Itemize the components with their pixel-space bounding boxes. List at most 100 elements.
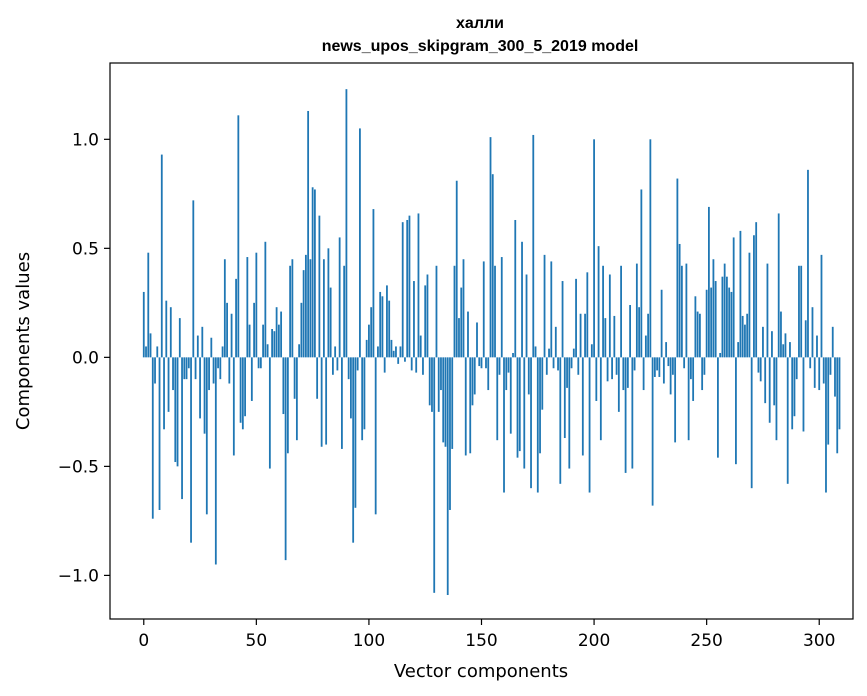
bar-79 — [320, 357, 323, 447]
bar-51 — [257, 357, 260, 369]
bar-188 — [566, 357, 568, 388]
bar-145 — [469, 357, 472, 454]
bar-285 — [784, 333, 787, 358]
bar-296 — [809, 357, 812, 369]
bar-291 — [798, 265, 800, 358]
bar-108 — [386, 285, 388, 358]
bar-153 — [487, 357, 490, 391]
bar-228 — [656, 357, 659, 371]
bar-120 — [413, 281, 415, 358]
bar-148 — [476, 322, 478, 358]
chart-subtitle: news_upos_skipgram_300_5_2019 model — [322, 38, 639, 55]
bar-14 — [174, 357, 177, 463]
bar-241 — [685, 263, 688, 358]
bar-1 — [145, 346, 147, 358]
bar-282 — [777, 213, 780, 358]
bar-160 — [503, 357, 505, 493]
bar-258 — [723, 263, 726, 358]
bar-111 — [392, 350, 395, 358]
bar-35 — [221, 346, 224, 358]
bar-135 — [446, 357, 449, 596]
bar-266 — [741, 315, 744, 358]
bar-195 — [581, 357, 584, 456]
bar-129 — [433, 357, 436, 593]
bar-69 — [298, 344, 301, 358]
bar-180 — [548, 348, 550, 358]
bar-11 — [167, 357, 170, 412]
bar-219 — [635, 263, 638, 358]
bar-250 — [705, 289, 708, 358]
bar-190 — [570, 357, 573, 369]
bar-300 — [818, 357, 821, 391]
bar-4 — [151, 357, 154, 519]
bar-232 — [665, 342, 668, 358]
bar-150 — [480, 357, 483, 369]
bar-40 — [232, 357, 235, 456]
bar-186 — [561, 281, 564, 358]
bar-34 — [219, 357, 222, 380]
bar-306 — [831, 326, 834, 358]
bar-26 — [201, 326, 204, 358]
bar-158 — [498, 357, 501, 375]
bar-59 — [275, 307, 278, 358]
bar-87 — [338, 237, 341, 358]
bar-257 — [721, 276, 724, 358]
bar-90 — [345, 89, 348, 358]
bar-238 — [678, 243, 681, 358]
bar-52 — [259, 357, 262, 369]
bar-17 — [181, 357, 183, 500]
bar-279 — [771, 331, 773, 358]
bar-50 — [255, 252, 258, 358]
bar-75 — [311, 187, 314, 358]
bar-8 — [160, 154, 163, 358]
bar-82 — [327, 248, 330, 358]
bar-249 — [703, 357, 706, 375]
bar-235 — [671, 357, 674, 375]
bar-77 — [316, 357, 319, 399]
bar-164 — [512, 352, 514, 358]
bar-132 — [440, 357, 442, 391]
bar-280 — [773, 357, 776, 406]
bar-130 — [435, 265, 438, 358]
bar-242 — [687, 357, 690, 441]
bar-278 — [768, 357, 771, 423]
bar-273 — [757, 357, 760, 373]
bar-6 — [156, 346, 159, 358]
plot-frame — [109, 62, 854, 620]
bar-234 — [669, 357, 672, 395]
bar-265 — [739, 230, 742, 358]
bar-199 — [590, 344, 593, 358]
bar-256 — [719, 352, 722, 358]
bar-107 — [383, 357, 386, 373]
bar-31 — [212, 357, 215, 384]
bar-112 — [395, 346, 397, 358]
bar-255 — [717, 357, 719, 458]
bar-142 — [462, 259, 465, 358]
bar-217 — [631, 357, 634, 469]
bar-304 — [827, 357, 830, 445]
bar-166 — [516, 357, 519, 458]
bar-117 — [406, 219, 409, 358]
bar-54 — [264, 241, 267, 358]
bar-247 — [699, 313, 701, 358]
bar-215 — [626, 357, 629, 388]
bar-309 — [838, 357, 841, 430]
bar-156 — [494, 265, 496, 358]
y-tick-label: −1.0 — [58, 566, 99, 586]
bar-96 — [359, 128, 361, 358]
y-tick-label: −0.5 — [58, 457, 99, 477]
bar-16 — [178, 318, 181, 358]
bar-246 — [696, 311, 699, 358]
bar-24 — [196, 335, 199, 358]
bar-43 — [239, 357, 242, 423]
bar-146 — [471, 357, 474, 406]
bar-206 — [606, 357, 609, 382]
x-tick-label: 150 — [465, 631, 497, 651]
bar-149 — [478, 357, 481, 367]
bar-274 — [759, 357, 762, 382]
bar-56 — [268, 357, 271, 469]
bar-134 — [444, 357, 447, 447]
bar-305 — [829, 357, 832, 375]
bar-197 — [586, 272, 589, 358]
